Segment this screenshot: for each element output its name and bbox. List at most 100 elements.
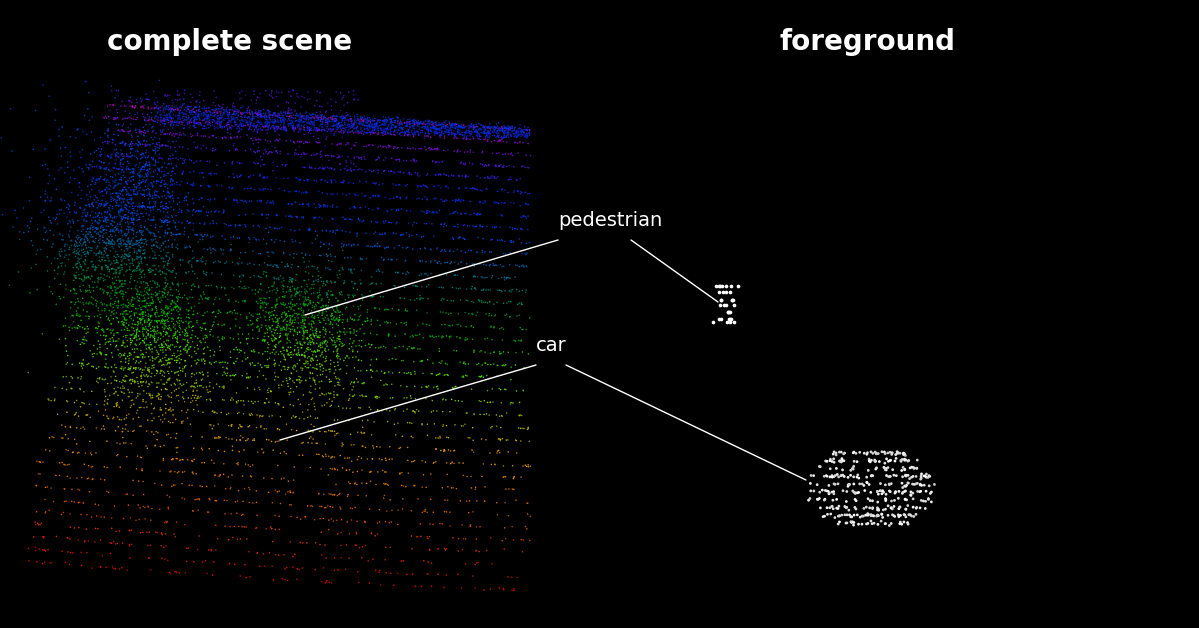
Point <box>309 450 329 460</box>
Point <box>511 436 530 446</box>
Point <box>323 112 342 122</box>
Point <box>300 250 319 260</box>
Point <box>381 114 400 124</box>
Point <box>403 220 422 230</box>
Point <box>390 342 409 352</box>
Point <box>318 177 337 187</box>
Point <box>398 117 417 127</box>
Point <box>151 305 170 315</box>
Point <box>284 487 303 497</box>
Point <box>258 184 277 194</box>
Point <box>120 202 139 212</box>
Point <box>95 475 114 485</box>
Point <box>144 160 163 170</box>
Point <box>198 230 217 240</box>
Point <box>397 192 416 202</box>
Point <box>59 204 78 214</box>
Point <box>116 354 135 364</box>
Point <box>187 206 206 216</box>
Point <box>404 156 423 166</box>
Point <box>366 119 385 129</box>
Point <box>102 194 121 204</box>
Point <box>132 345 151 355</box>
Point <box>249 111 269 121</box>
Point <box>104 305 123 315</box>
Point <box>369 180 388 190</box>
Point <box>152 317 171 327</box>
Point <box>315 301 335 311</box>
Point <box>157 193 176 203</box>
Point <box>462 472 481 482</box>
Point <box>195 556 215 566</box>
Point <box>89 201 108 211</box>
Point <box>303 368 323 378</box>
Point <box>92 264 112 274</box>
Point <box>150 140 169 150</box>
Point <box>174 387 193 398</box>
Point <box>171 316 191 326</box>
Point <box>339 115 359 125</box>
Point <box>204 216 223 226</box>
Point <box>157 251 176 261</box>
Point <box>150 166 169 176</box>
Point <box>140 390 159 400</box>
Point <box>198 245 217 255</box>
Point <box>168 293 187 303</box>
Point <box>88 174 107 184</box>
Point <box>73 229 92 239</box>
Point <box>223 441 242 452</box>
Point <box>495 122 514 132</box>
Point <box>177 116 197 126</box>
Point <box>248 120 267 130</box>
Point <box>434 129 453 139</box>
Point <box>341 203 360 214</box>
Point <box>489 198 508 208</box>
Point <box>133 320 152 330</box>
Point <box>368 405 387 415</box>
Point <box>156 140 175 150</box>
Point <box>430 124 450 134</box>
Point <box>809 462 829 472</box>
Point <box>150 297 169 307</box>
Point <box>494 472 513 482</box>
Point <box>478 284 498 295</box>
Point <box>62 297 82 307</box>
Point <box>306 325 325 335</box>
Point <box>353 542 372 552</box>
Point <box>845 494 864 504</box>
Point <box>163 454 182 464</box>
Point <box>84 262 103 272</box>
Point <box>261 308 281 318</box>
Point <box>332 94 351 104</box>
Point <box>55 252 74 263</box>
Point <box>296 289 315 299</box>
Point <box>115 383 134 393</box>
Point <box>121 139 140 149</box>
Point <box>257 210 276 220</box>
Point <box>90 256 109 266</box>
Point <box>433 196 452 206</box>
Point <box>293 315 312 325</box>
Point <box>72 286 91 296</box>
Point <box>278 261 297 271</box>
Point <box>159 247 179 257</box>
Point <box>470 129 489 139</box>
Point <box>300 268 319 278</box>
Point <box>494 124 513 134</box>
Point <box>170 204 189 214</box>
Point <box>90 174 109 184</box>
Point <box>271 114 290 124</box>
Point <box>296 351 315 361</box>
Point <box>228 458 247 468</box>
Point <box>229 127 248 138</box>
Point <box>155 284 174 294</box>
Point <box>74 459 94 469</box>
Point <box>426 158 445 168</box>
Point <box>139 268 158 278</box>
Point <box>171 324 191 334</box>
Point <box>394 155 414 165</box>
Point <box>182 156 201 166</box>
Point <box>257 272 276 282</box>
Point <box>205 433 224 443</box>
Point <box>349 126 368 136</box>
